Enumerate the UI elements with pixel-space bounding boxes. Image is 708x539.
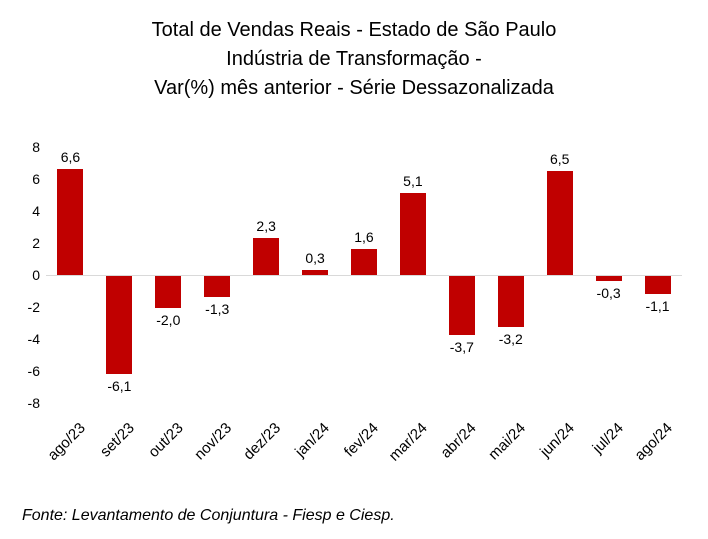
bar xyxy=(57,169,84,275)
bar xyxy=(204,276,231,297)
bar-column: 0,3 jan/24 xyxy=(291,147,340,460)
chart-title: Total de Vendas Reais - Estado de São Pa… xyxy=(0,0,708,103)
value-label: -0,3 xyxy=(596,284,621,301)
x-axis-label: out/23 xyxy=(144,419,187,462)
bar xyxy=(302,270,329,275)
bar-column: -6,1 set/23 xyxy=(95,147,144,460)
bar-column: -2,0 out/23 xyxy=(144,147,193,461)
bar-column: 2,3 dez/23 xyxy=(240,147,291,463)
value-label: 0,3 xyxy=(305,250,325,267)
x-axis-label: dez/23 xyxy=(240,419,285,464)
bar xyxy=(546,171,573,275)
value-label: 6,5 xyxy=(549,151,570,167)
bar-column: 1,6 fev/24 xyxy=(340,147,389,460)
bar xyxy=(497,276,524,328)
zero-axis-line xyxy=(46,275,682,276)
bar xyxy=(448,276,475,336)
x-axis-label: mar/24 xyxy=(385,419,431,465)
plot-columns: 6,6 ago/23 -6,1 set/23 -2,0 out/23 -1,3 nov/23 2… xyxy=(44,147,682,464)
chart-title-line3: Var(%) mês anterior - Série Dessazonaliz… xyxy=(154,77,554,99)
y-tick-label: 6 xyxy=(32,171,40,187)
x-axis-label: mai/24 xyxy=(484,419,529,464)
chart-title-line2: Indústria de Transformação - xyxy=(226,48,482,70)
bar-column: -3,7 abr/24 xyxy=(437,147,486,462)
y-tick-label: 2 xyxy=(32,235,40,251)
y-axis: 8 6 4 2 0 -2 -4 -6 -8 xyxy=(10,139,46,411)
x-axis-label: nov/23 xyxy=(191,419,236,464)
bar-column: -3,2 mai/24 xyxy=(485,147,535,463)
bar xyxy=(106,276,133,374)
y-tick-label: -6 xyxy=(27,363,40,379)
y-tick-label: -8 xyxy=(27,395,40,411)
x-axis-label: set/23 xyxy=(96,419,138,461)
value-label: -2,0 xyxy=(156,312,181,328)
x-axis-label: abr/24 xyxy=(437,419,480,462)
y-tick-label: 8 xyxy=(32,139,40,155)
value-label: 2,3 xyxy=(256,218,276,235)
bar xyxy=(350,249,377,275)
value-label: 1,6 xyxy=(354,229,374,246)
value-label: 5,1 xyxy=(403,173,423,190)
value-label: -3,2 xyxy=(498,331,523,348)
x-axis-label: fev/24 xyxy=(341,419,383,461)
value-label: -1,3 xyxy=(205,300,230,317)
chart-title-line1: Total de Vendas Reais - Estado de São Pa… xyxy=(151,19,557,41)
x-axis-label: jun/24 xyxy=(536,419,578,461)
x-axis-label: ago/23 xyxy=(44,419,89,464)
x-axis-label: ago/24 xyxy=(631,419,676,464)
source-note: Fonte: Levantamento de Conjuntura - Fies… xyxy=(22,507,395,524)
value-label: -6,1 xyxy=(107,377,132,394)
bar xyxy=(644,276,671,294)
value-label: 6,6 xyxy=(60,149,81,166)
y-tick-label: 4 xyxy=(32,203,40,219)
bar-column: 6,5 jun/24 xyxy=(535,147,584,460)
bar-chart: 8 6 4 2 0 -2 -4 -6 -8 6,6 ago/23 -6,1 set/23 -2,0 out… xyxy=(0,139,708,465)
value-label: -3,7 xyxy=(449,339,474,356)
bar xyxy=(595,276,622,281)
x-axis-label: jul/24 xyxy=(589,419,627,457)
bar-column: 5,1 mar/24 xyxy=(386,147,437,464)
bar-column: -1,3 nov/23 xyxy=(191,147,242,463)
y-tick-label: -2 xyxy=(27,299,40,315)
y-tick-label: -4 xyxy=(27,331,40,347)
bar xyxy=(399,193,426,275)
bar-column: -0,3 jul/24 xyxy=(584,147,633,457)
bar-column: -1,1 ago/24 xyxy=(631,147,682,464)
bar-column: 6,6 ago/23 xyxy=(44,147,95,464)
y-tick-label: 0 xyxy=(32,267,40,283)
bar xyxy=(253,238,280,275)
bar xyxy=(155,276,182,308)
plot-area: 6,6 ago/23 -6,1 set/23 -2,0 out/23 -1,3 nov/23 2… xyxy=(44,147,682,465)
x-axis-label: jan/24 xyxy=(292,419,334,461)
value-label: -1,1 xyxy=(645,297,670,314)
